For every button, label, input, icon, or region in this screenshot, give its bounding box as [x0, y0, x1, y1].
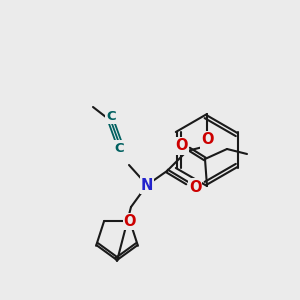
Text: C: C: [106, 110, 116, 122]
Text: C: C: [114, 142, 124, 154]
Text: O: O: [201, 133, 213, 148]
Text: O: O: [176, 139, 188, 154]
Text: O: O: [189, 179, 201, 194]
Text: N: N: [141, 178, 153, 193]
Text: O: O: [124, 214, 136, 229]
